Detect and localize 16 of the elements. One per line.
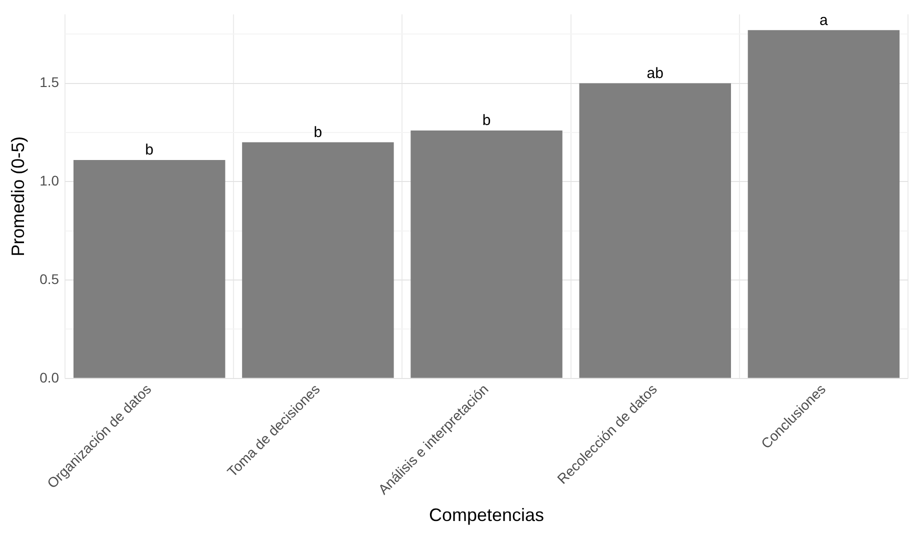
bar bbox=[410, 130, 562, 378]
annotation: a bbox=[820, 12, 829, 29]
annotation: ab bbox=[646, 64, 664, 82]
bar bbox=[579, 83, 731, 378]
bar bbox=[242, 142, 394, 378]
x-axis-title: Competencias bbox=[429, 505, 544, 526]
y-tick-label: 0.5 bbox=[40, 270, 60, 287]
y-axis-title: Promedio (0-5) bbox=[8, 136, 28, 256]
annotation: b bbox=[482, 112, 491, 130]
y-tick-label: 0.0 bbox=[40, 369, 60, 386]
bar bbox=[748, 30, 900, 378]
y-tick-label: 1.5 bbox=[40, 74, 60, 90]
bar bbox=[73, 160, 226, 378]
annotation: b bbox=[145, 142, 154, 159]
y-tick-label: 1.0 bbox=[40, 172, 60, 189]
annotation: b bbox=[314, 124, 322, 141]
